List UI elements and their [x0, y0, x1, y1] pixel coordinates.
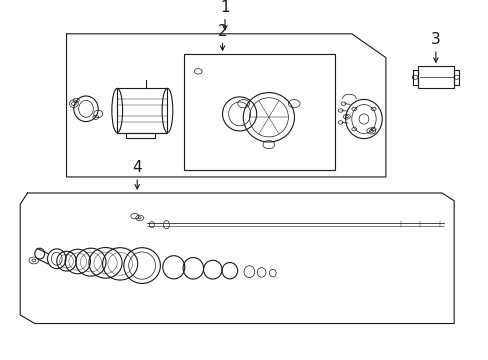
- Bar: [417, 66, 453, 88]
- Text: 2: 2: [217, 24, 227, 39]
- Text: 3: 3: [430, 32, 440, 48]
- Text: 1: 1: [220, 0, 229, 15]
- Bar: [183, 54, 334, 170]
- Text: 4: 4: [132, 160, 142, 175]
- Bar: [117, 88, 167, 132]
